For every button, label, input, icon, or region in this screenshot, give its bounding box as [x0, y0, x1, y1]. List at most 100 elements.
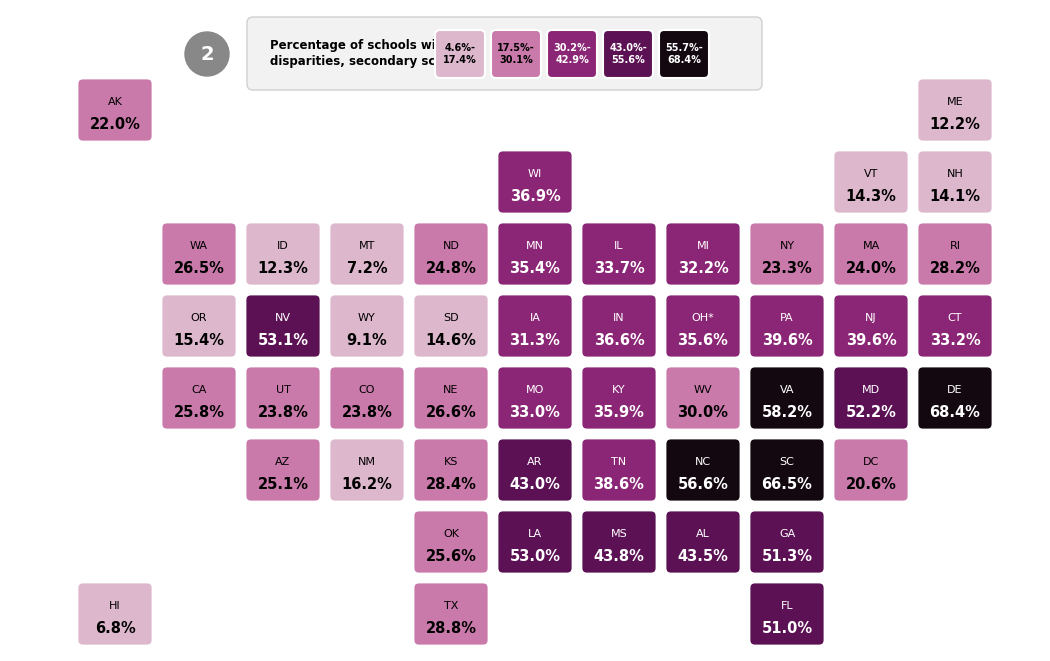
FancyBboxPatch shape	[77, 582, 153, 646]
Text: 36.9%: 36.9%	[509, 188, 561, 204]
Text: IN: IN	[613, 313, 625, 323]
Text: 23.8%: 23.8%	[341, 405, 393, 420]
FancyBboxPatch shape	[329, 438, 405, 502]
Text: MO: MO	[526, 385, 544, 395]
Text: DC: DC	[863, 457, 879, 467]
Text: 55.7%-
68.4%: 55.7%- 68.4%	[665, 43, 702, 65]
Text: 56.6%: 56.6%	[677, 477, 729, 492]
Text: WV: WV	[694, 385, 712, 395]
Text: MN: MN	[526, 241, 544, 251]
Text: DE: DE	[947, 385, 963, 395]
Text: 66.5%: 66.5%	[761, 477, 813, 492]
FancyBboxPatch shape	[161, 222, 237, 286]
FancyBboxPatch shape	[581, 222, 657, 286]
Text: 68.4%: 68.4%	[929, 405, 981, 420]
FancyBboxPatch shape	[329, 366, 405, 430]
Text: 26.5%: 26.5%	[173, 260, 225, 276]
Text: 36.6%: 36.6%	[593, 332, 645, 348]
FancyBboxPatch shape	[161, 366, 237, 430]
Text: Percentage of schools with: Percentage of schools with	[270, 40, 449, 52]
FancyBboxPatch shape	[749, 366, 825, 430]
Text: 33.0%: 33.0%	[509, 405, 561, 420]
Text: TX: TX	[444, 601, 458, 611]
Text: KS: KS	[444, 457, 458, 467]
FancyBboxPatch shape	[833, 366, 909, 430]
Text: NE: NE	[443, 385, 459, 395]
Text: WA: WA	[190, 241, 208, 251]
Text: HI: HI	[109, 601, 121, 611]
Text: OK: OK	[443, 529, 459, 539]
Text: AL: AL	[696, 529, 710, 539]
FancyBboxPatch shape	[917, 78, 993, 142]
FancyBboxPatch shape	[603, 30, 653, 78]
Text: NV: NV	[275, 313, 291, 323]
FancyBboxPatch shape	[665, 222, 741, 286]
FancyBboxPatch shape	[581, 366, 657, 430]
Text: SC: SC	[779, 457, 795, 467]
Text: NJ: NJ	[865, 313, 877, 323]
Text: 25.1%: 25.1%	[257, 477, 309, 492]
FancyBboxPatch shape	[581, 510, 657, 574]
Text: 51.0%: 51.0%	[761, 621, 813, 636]
Text: 4.6%-
17.4%: 4.6%- 17.4%	[443, 43, 477, 65]
FancyBboxPatch shape	[329, 222, 405, 286]
Text: UT: UT	[275, 385, 291, 395]
FancyBboxPatch shape	[749, 294, 825, 358]
FancyBboxPatch shape	[581, 294, 657, 358]
Text: 31.3%: 31.3%	[509, 332, 561, 348]
Text: 43.0%: 43.0%	[509, 477, 561, 492]
Text: FL: FL	[781, 601, 794, 611]
FancyBboxPatch shape	[161, 294, 237, 358]
Text: 2: 2	[201, 44, 214, 63]
FancyBboxPatch shape	[917, 222, 993, 286]
Text: MA: MA	[862, 241, 880, 251]
FancyBboxPatch shape	[497, 510, 573, 574]
Text: IL: IL	[614, 241, 624, 251]
Text: 33.2%: 33.2%	[929, 332, 981, 348]
Text: 33.7%: 33.7%	[593, 260, 645, 276]
Text: 39.6%: 39.6%	[845, 332, 897, 348]
FancyBboxPatch shape	[665, 294, 741, 358]
Text: 28.4%: 28.4%	[425, 477, 477, 492]
FancyBboxPatch shape	[749, 510, 825, 574]
FancyBboxPatch shape	[833, 294, 909, 358]
FancyBboxPatch shape	[665, 510, 741, 574]
Text: 35.4%: 35.4%	[509, 260, 561, 276]
Text: 30.0%: 30.0%	[677, 405, 729, 420]
FancyBboxPatch shape	[497, 366, 573, 430]
FancyBboxPatch shape	[497, 438, 573, 502]
FancyBboxPatch shape	[833, 150, 909, 214]
Text: ID: ID	[277, 241, 289, 251]
Text: MD: MD	[862, 385, 880, 395]
Text: NH: NH	[947, 169, 964, 178]
Text: KY: KY	[612, 385, 626, 395]
FancyBboxPatch shape	[917, 150, 993, 214]
FancyBboxPatch shape	[917, 366, 993, 430]
Text: 14.1%: 14.1%	[929, 188, 981, 204]
Text: ME: ME	[947, 97, 963, 106]
Text: NM: NM	[358, 457, 376, 467]
Text: 53.1%: 53.1%	[257, 332, 309, 348]
Text: 53.0%: 53.0%	[509, 549, 561, 564]
Text: GA: GA	[779, 529, 795, 539]
Circle shape	[185, 32, 229, 76]
Text: 35.9%: 35.9%	[593, 405, 645, 420]
Text: 28.8%: 28.8%	[425, 621, 477, 636]
FancyBboxPatch shape	[77, 78, 153, 142]
FancyBboxPatch shape	[413, 222, 489, 286]
Text: 14.3%: 14.3%	[845, 188, 897, 204]
FancyBboxPatch shape	[665, 438, 741, 502]
FancyBboxPatch shape	[581, 438, 657, 502]
Text: NC: NC	[695, 457, 711, 467]
FancyBboxPatch shape	[491, 30, 541, 78]
Text: WY: WY	[358, 313, 376, 323]
FancyBboxPatch shape	[413, 582, 489, 646]
Text: CO: CO	[359, 385, 375, 395]
FancyBboxPatch shape	[665, 366, 741, 430]
FancyBboxPatch shape	[245, 294, 321, 358]
Text: 20.6%: 20.6%	[845, 477, 897, 492]
Text: 9.1%: 9.1%	[346, 332, 387, 348]
Text: 14.6%: 14.6%	[425, 332, 477, 348]
FancyBboxPatch shape	[749, 222, 825, 286]
Text: 24.0%: 24.0%	[845, 260, 897, 276]
